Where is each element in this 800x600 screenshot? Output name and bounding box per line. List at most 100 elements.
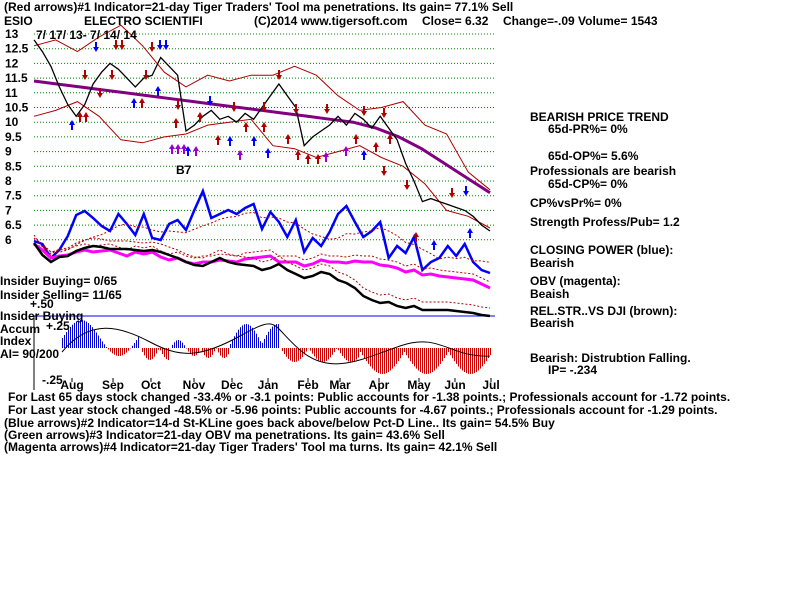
accum-bar bbox=[472, 348, 473, 374]
arrow-up-icon bbox=[315, 154, 321, 164]
accum-bar bbox=[400, 348, 401, 359]
accum-bar bbox=[108, 348, 109, 350]
index-label: Index bbox=[0, 334, 32, 348]
accum-bar bbox=[378, 348, 379, 374]
accum-bar bbox=[332, 348, 333, 355]
accum-bar bbox=[338, 348, 339, 351]
insider-selling-count: Insider Selling= 11/65 bbox=[0, 288, 122, 302]
accum-bar bbox=[144, 348, 145, 356]
accum-bar bbox=[206, 348, 207, 358]
accum-bar bbox=[310, 348, 311, 351]
accum-bar bbox=[372, 348, 373, 369]
accum-bar bbox=[328, 348, 329, 360]
right-line-10: Beaish bbox=[530, 287, 570, 301]
accum-bar bbox=[202, 348, 203, 352]
accum-bar bbox=[442, 348, 443, 362]
arrow-up-icon bbox=[353, 134, 359, 144]
accum-bar bbox=[344, 348, 345, 359]
accum-bar bbox=[384, 348, 385, 374]
accum-bar bbox=[366, 348, 367, 362]
arrow-up-icon bbox=[193, 146, 199, 156]
x-tick-label: May bbox=[407, 378, 431, 392]
accum-bar bbox=[182, 342, 183, 348]
accum-bar bbox=[354, 348, 355, 362]
accum-bar bbox=[276, 324, 277, 348]
accum-bar bbox=[402, 348, 403, 356]
accum-bar bbox=[242, 325, 243, 348]
accum-bar bbox=[270, 328, 271, 348]
accum-bar bbox=[92, 327, 93, 348]
accum-bar bbox=[438, 348, 439, 367]
accum-bar bbox=[260, 341, 261, 348]
right-line-0: BEARISH PRICE TREND bbox=[530, 110, 669, 124]
accum-bar bbox=[168, 348, 169, 360]
arrow-up-icon bbox=[285, 134, 291, 144]
arrow-down-icon bbox=[119, 40, 125, 50]
accum-bar bbox=[456, 348, 457, 364]
accum-bar bbox=[358, 348, 359, 358]
accum-bar bbox=[452, 348, 453, 359]
arrow-up-icon bbox=[77, 112, 83, 122]
accum-bar bbox=[388, 348, 389, 372]
accum-bar bbox=[386, 348, 387, 374]
accum-bar bbox=[162, 348, 163, 354]
accum-bar bbox=[120, 348, 121, 356]
arrow-down-icon bbox=[381, 166, 387, 176]
arrow-down-icon bbox=[404, 180, 410, 190]
footer-line-1: For Last year stock changed -48.5% or -5… bbox=[8, 403, 718, 417]
accum-bar bbox=[212, 348, 213, 355]
accum-minus25: -.25 bbox=[42, 373, 63, 387]
accum-bar bbox=[448, 348, 449, 353]
accum-bar bbox=[96, 332, 97, 348]
accum-bar bbox=[440, 348, 441, 364]
accum-bar bbox=[234, 336, 235, 348]
right-line-4: 65d-CP%= 0% bbox=[548, 177, 628, 191]
accum-bar bbox=[454, 348, 455, 362]
accum-bar bbox=[110, 348, 111, 352]
accum-bar bbox=[376, 348, 377, 372]
accum-bar bbox=[312, 348, 313, 354]
arrow-down-icon bbox=[276, 70, 282, 80]
arrow-down-icon bbox=[93, 42, 99, 52]
accum-bar bbox=[450, 348, 451, 356]
accum-bar bbox=[176, 340, 177, 348]
right-line-1: 65d-PR%= 0% bbox=[548, 122, 628, 136]
right-line-12: Bearish bbox=[530, 316, 575, 330]
accum-bar bbox=[424, 348, 425, 374]
arrow-up-icon bbox=[305, 154, 311, 164]
x-tick-label: Jun bbox=[444, 378, 465, 392]
arrow-up-icon bbox=[261, 122, 267, 132]
accum-bar bbox=[90, 325, 91, 348]
accum-bar bbox=[232, 340, 233, 348]
accum-bar bbox=[468, 348, 469, 374]
accum-bar bbox=[220, 348, 221, 356]
accum-bar bbox=[436, 348, 437, 369]
header-indicator-1: (Red arrows)#1 Indicator=21-day Tiger Tr… bbox=[4, 0, 514, 14]
accum-bar bbox=[98, 335, 99, 348]
right-line-6: Strength Profess/Pub= 1.2 bbox=[530, 215, 680, 229]
accum-bar bbox=[70, 326, 71, 348]
arrow-down-icon bbox=[261, 102, 267, 112]
arrow-up-icon bbox=[373, 142, 379, 152]
y-tick-label: 6 bbox=[5, 233, 12, 247]
accum-bar bbox=[230, 344, 231, 348]
accum-bar bbox=[152, 348, 153, 359]
arrow-up-icon bbox=[131, 98, 137, 108]
right-line-14: IP= -.234 bbox=[548, 363, 598, 377]
x-tick-label: Jul bbox=[482, 378, 499, 392]
accum-bar bbox=[476, 348, 477, 372]
accum-bar bbox=[474, 348, 475, 374]
accum-bar bbox=[134, 343, 135, 348]
accum-bar bbox=[188, 348, 189, 352]
accum-bar bbox=[68, 329, 69, 348]
accum-bar bbox=[132, 345, 133, 348]
signal-arrows bbox=[69, 40, 473, 250]
x-tick-label: Sep bbox=[102, 378, 124, 392]
accum-bar bbox=[306, 348, 307, 352]
accum-bar bbox=[458, 348, 459, 367]
rel-strength-ma-line bbox=[33, 234, 491, 309]
right-line-5: CP%vsPr%= 0% bbox=[530, 196, 622, 210]
accum-bar bbox=[368, 348, 369, 364]
arrow-up-icon bbox=[155, 86, 161, 96]
accum-bar bbox=[250, 325, 251, 348]
